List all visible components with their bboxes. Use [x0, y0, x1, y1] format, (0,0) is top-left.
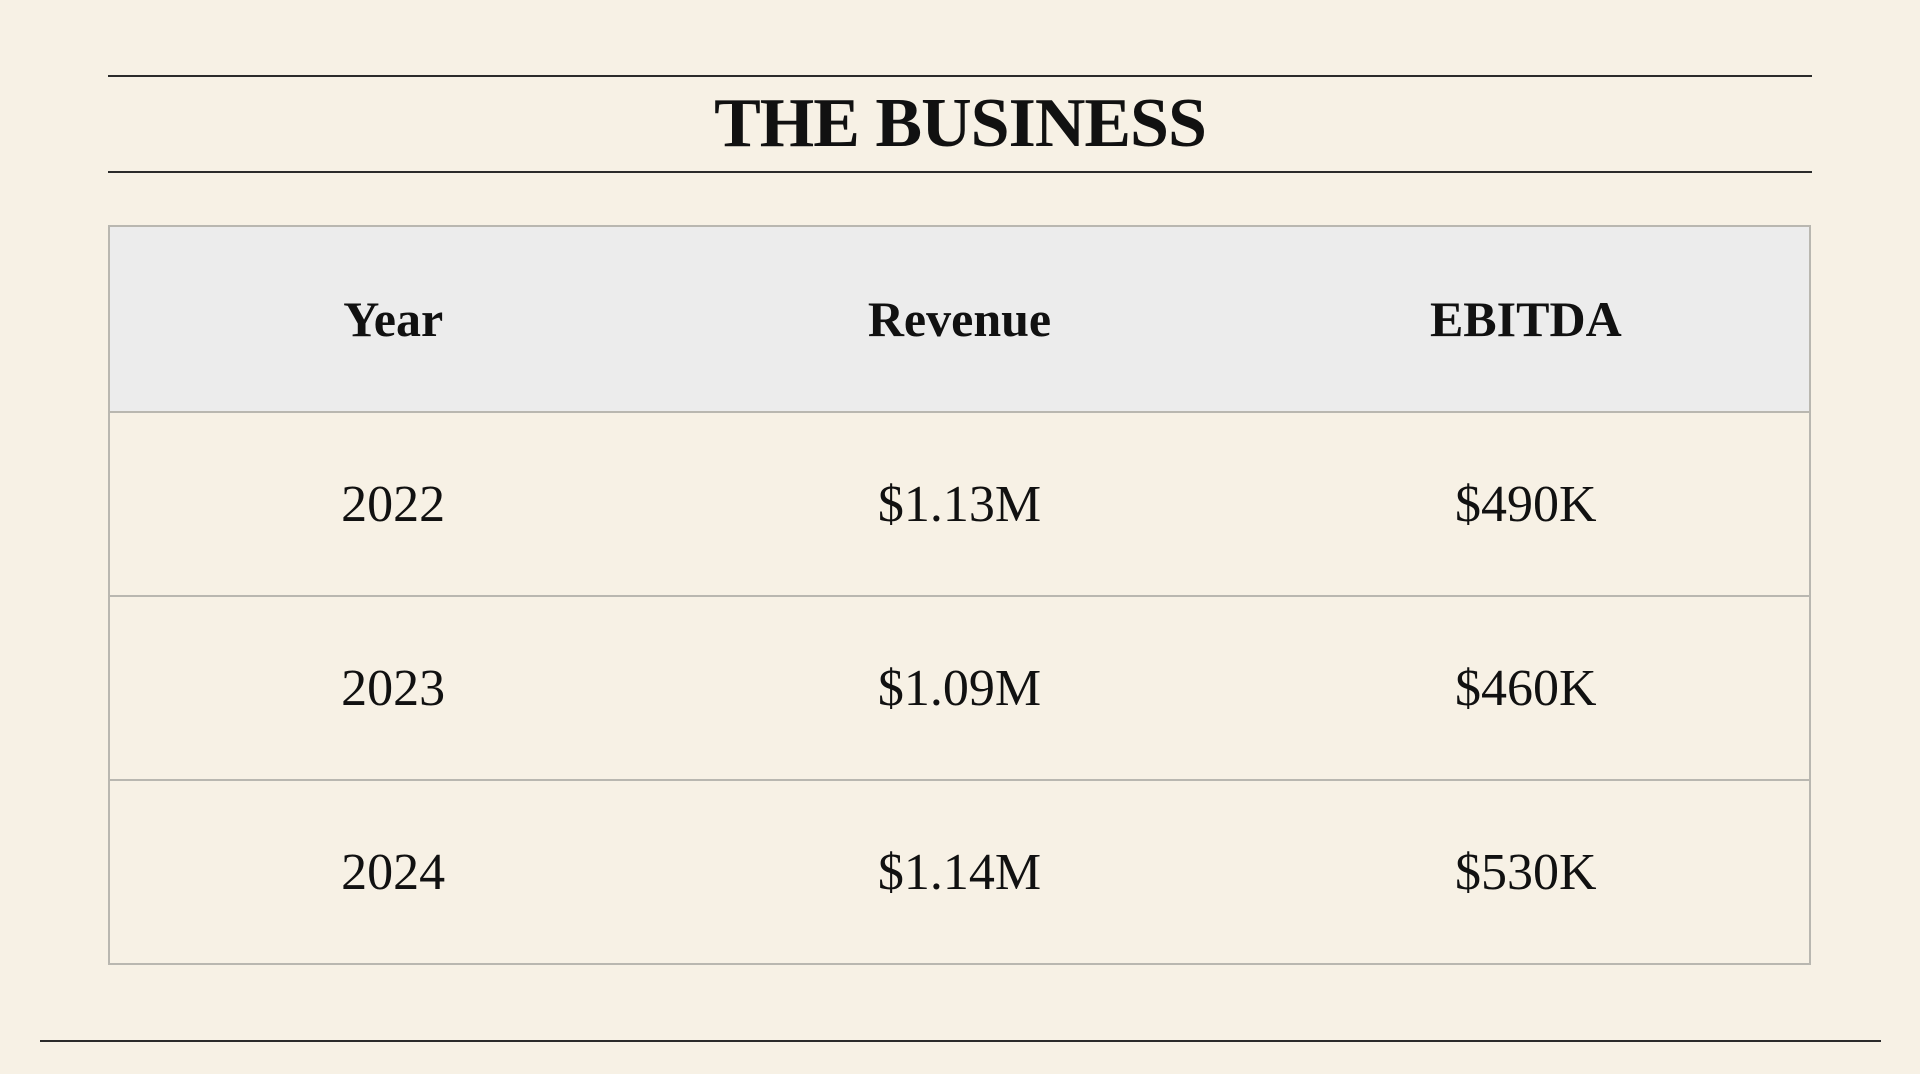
- cell-year: 2024: [341, 843, 446, 901]
- table-row: 2023 $1.09M $460K: [110, 595, 1809, 779]
- header-ebitda: EBITDA: [1429, 291, 1622, 347]
- cell-year: 2022: [341, 475, 446, 533]
- bottom-rule: [40, 1040, 1881, 1042]
- page-title: THE BUSINESS: [714, 85, 1207, 162]
- cell-revenue: $1.14M: [877, 843, 1042, 901]
- header-year: Year: [343, 291, 444, 347]
- cell-revenue: $1.09M: [877, 659, 1042, 717]
- cell-revenue: $1.13M: [877, 475, 1042, 533]
- cell-ebitda: $460K: [1455, 659, 1597, 717]
- title-underline-rule: [108, 171, 1812, 173]
- cell-ebitda: $530K: [1455, 843, 1597, 901]
- financials-table: Year Revenue EBITDA 2022 $1.13M $490K 20…: [108, 225, 1811, 965]
- header-revenue: Revenue: [867, 291, 1052, 347]
- cell-year: 2023: [341, 659, 446, 717]
- table-row: 2024 $1.14M $530K: [110, 779, 1809, 963]
- top-rule: [108, 75, 1812, 77]
- table-row: 2022 $1.13M $490K: [110, 411, 1809, 595]
- cell-ebitda: $490K: [1455, 475, 1597, 533]
- table-header-row: Year Revenue EBITDA: [110, 227, 1809, 411]
